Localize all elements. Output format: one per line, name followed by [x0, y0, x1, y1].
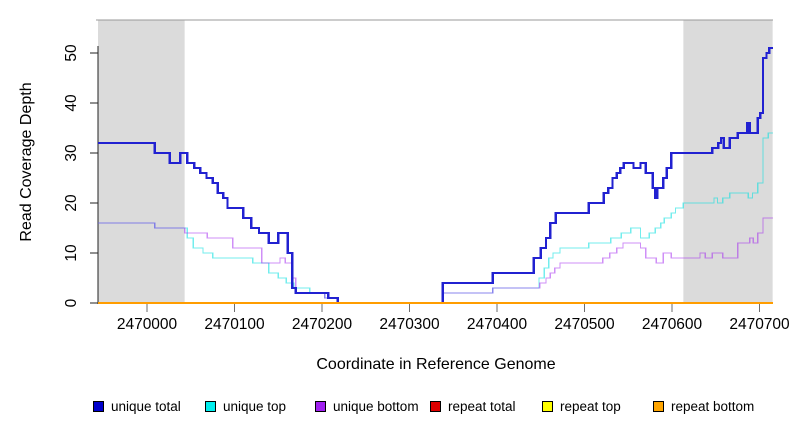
- legend-swatch-repeat-top: [542, 401, 553, 412]
- legend-item-unique-top: unique top: [205, 399, 286, 414]
- y-tick-label: 50: [63, 44, 80, 62]
- y-tick-label: 30: [63, 144, 80, 162]
- legend-item-repeat-bottom: repeat bottom: [653, 399, 754, 414]
- legend-label: unique top: [223, 399, 287, 414]
- legend-swatch-unique-bottom: [315, 401, 326, 412]
- legend-label: repeat top: [560, 399, 621, 414]
- legend-item-unique-bottom: unique bottom: [315, 399, 419, 414]
- series-line-unique-total: [98, 46, 773, 305]
- y-axis-title: Read Coverage Depth: [18, 82, 35, 242]
- x-tick-label: 2470200: [291, 316, 353, 333]
- x-tick-label: 2470600: [641, 316, 703, 333]
- y-tick-label: 10: [63, 244, 80, 262]
- legend-label: unique total: [111, 399, 181, 414]
- series-line-unique-bottom: [98, 217, 773, 304]
- legend-swatch-unique-total: [93, 401, 104, 412]
- legend-item-repeat-top: repeat top: [542, 399, 621, 414]
- x-axis-title: Coordinate in Reference Genome: [316, 356, 556, 373]
- y-tick-label: 0: [63, 298, 80, 308]
- legend-label: repeat total: [448, 399, 516, 414]
- legend-swatch-repeat-total: [430, 401, 441, 412]
- x-tick-label: 2470700: [729, 316, 790, 333]
- legend-item-repeat-total: repeat total: [430, 399, 516, 414]
- legend-label: unique bottom: [333, 399, 419, 414]
- legend-swatch-repeat-bottom: [653, 401, 664, 412]
- shaded-repeat-region: [98, 20, 185, 303]
- x-tick-label: 2470100: [204, 316, 265, 333]
- y-tick-label: 40: [63, 94, 80, 112]
- x-tick-label: 2470000: [116, 316, 178, 333]
- legend-label: repeat bottom: [671, 399, 755, 414]
- legend-item-unique-total: unique total: [93, 399, 181, 414]
- series-line-unique-top: [98, 132, 773, 304]
- shaded-repeat-region: [683, 20, 773, 303]
- x-tick-label: 2470300: [379, 316, 440, 333]
- legend-swatch-unique-top: [205, 401, 216, 412]
- y-tick-label: 20: [63, 194, 80, 212]
- x-tick-label: 2470500: [554, 316, 615, 333]
- x-tick-label: 2470400: [466, 316, 528, 333]
